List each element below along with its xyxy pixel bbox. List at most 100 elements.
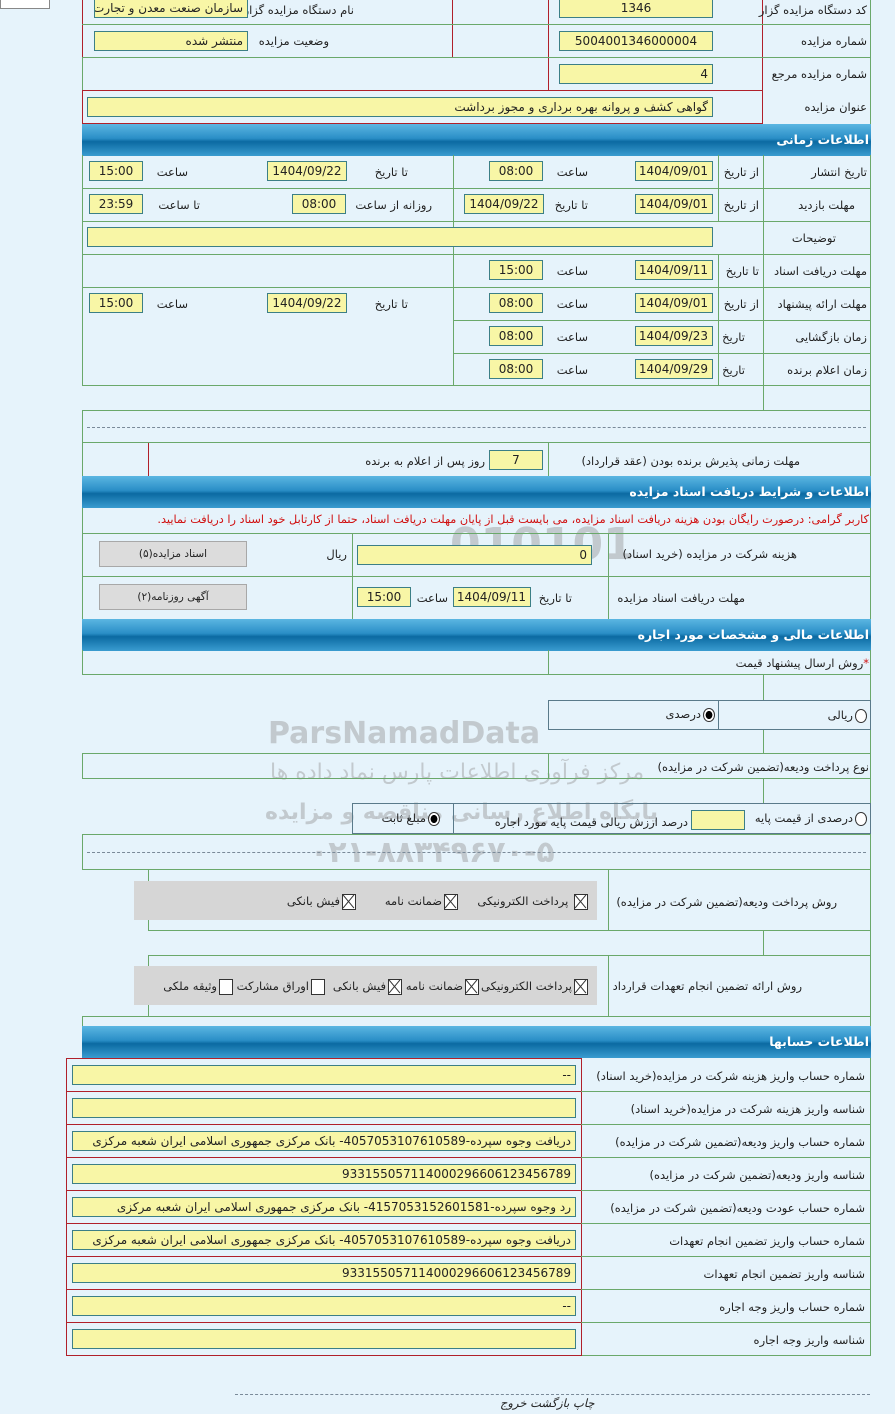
checkbox[interactable] (574, 978, 588, 995)
radio-label: درصدی (665, 707, 701, 721)
account-field[interactable]: دریافت وجوه سپرده-4057053107610589- بانک… (72, 1230, 576, 1250)
checkbox[interactable] (342, 893, 356, 910)
account-field[interactable]: -- (72, 1296, 576, 1316)
acceptance-days-field[interactable]: 7 (489, 450, 543, 470)
fee-label: هزینه شرکت در مزایده (خرید اسناد) (622, 547, 798, 561)
divider (763, 675, 764, 700)
doc-deadline-time[interactable]: 15:00 (489, 260, 543, 280)
docs-deadline-date[interactable]: 1404/09/11 (453, 587, 531, 607)
docs-deadline-time[interactable]: 15:00 (357, 587, 411, 607)
offer-from-date[interactable]: 1404/09/01 (635, 293, 713, 313)
divider (718, 254, 719, 386)
winner-date[interactable]: 1404/09/29 (635, 359, 713, 379)
guarantee-method[interactable]: ضمانت نامه (406, 976, 479, 996)
newspaper-ad-button[interactable]: آگهی روزنامه(۲) (99, 584, 247, 610)
section-header-docs: اطلاعات و شرایط دریافت اسناد مزایده (82, 476, 871, 508)
checkbox[interactable] (465, 978, 479, 995)
back-link[interactable]: بازگشت (530, 1396, 570, 1410)
percent-field[interactable] (691, 810, 745, 830)
divider (870, 779, 871, 803)
publish-to-time[interactable]: 15:00 (89, 161, 143, 181)
print-link[interactable]: چاپ (573, 1396, 595, 1410)
guarantee-method[interactable]: فیش بانکی (333, 976, 402, 996)
radio-button[interactable] (428, 811, 440, 826)
status-field[interactable]: منتشر شده (94, 31, 248, 51)
offer-to-time[interactable]: 15:00 (89, 293, 143, 313)
deposit-method-electronic[interactable]: پرداخت الکترونیکی (477, 891, 588, 911)
radio-percent[interactable]: درصدی (666, 704, 715, 724)
radio-fixed-amount[interactable]: مبلغ ثابت (382, 808, 440, 828)
visit-from-date[interactable]: 1404/09/01 (635, 194, 713, 214)
winner-time[interactable]: 08:00 (489, 359, 543, 379)
from-date-label: از تاریخ (723, 297, 759, 311)
radio-label: مبلغ ثابت (381, 811, 426, 825)
fee-field[interactable]: 0 (357, 545, 592, 565)
account-field[interactable]: دریافت وجوه سپرده-4057053107610589- بانک… (72, 1131, 576, 1151)
hour-label: ساعت (156, 297, 188, 311)
checkbox[interactable] (444, 893, 458, 910)
auction-docs-button[interactable]: اسناد مزایده(۵) (99, 541, 247, 567)
publish-to-date[interactable]: 1404/09/22 (267, 161, 347, 181)
guarantee-label: روش ارائه تضمین انجام تعهدات قرارداد (612, 979, 802, 993)
time-table (82, 155, 871, 386)
acceptance-label: مهلت زمانی پذیرش برنده بودن (عقد قرارداد… (581, 454, 800, 468)
hour-label: ساعت (556, 363, 588, 377)
radio-button[interactable] (855, 811, 867, 826)
deposit-method-bank-slip[interactable]: فیش بانکی (287, 891, 356, 911)
notes-label: توضیحات (791, 231, 836, 245)
hour-label: ساعت (156, 165, 188, 179)
radio-base-percent[interactable]: درصدی از قیمت پایه (755, 808, 867, 828)
hour-label: ساعت (556, 264, 588, 278)
account-field[interactable] (72, 1098, 576, 1118)
docs-deadline-label: مهلت دریافت اسناد مزایده (617, 591, 745, 605)
opening-time[interactable]: 08:00 (489, 326, 543, 346)
exit-link[interactable]: خروج (500, 1396, 527, 1410)
divider (870, 931, 871, 955)
account-field[interactable]: 933155057114000296606123456789 (72, 1263, 576, 1283)
checkbox[interactable] (388, 978, 402, 995)
opening-label: زمان بازگشایی (795, 330, 867, 344)
visit-to-time[interactable]: 23:59 (89, 194, 143, 214)
offer-method-text: روش ارسال پیشنهاد قیمت (735, 656, 864, 670)
doc-deadline-date[interactable]: 1404/09/11 (635, 260, 713, 280)
guarantee-method[interactable]: پرداخت الکترونیکی (481, 976, 588, 996)
visit-to-date[interactable]: 1404/09/22 (464, 194, 544, 214)
account-field[interactable] (72, 1329, 576, 1349)
auction-number-field[interactable]: 5004001346000004 (559, 31, 713, 51)
checkbox[interactable] (574, 893, 588, 910)
notes-field[interactable] (87, 227, 713, 247)
radio-rial[interactable]: ریالی (828, 705, 867, 725)
ref-number-field[interactable]: 4 (559, 64, 713, 84)
auction-title-field[interactable]: گواهی کشف و پروانه بهره برداری و مجوز بر… (87, 97, 713, 117)
radio-label: ریالی (827, 708, 853, 722)
account-field[interactable]: 933155057114000296606123456789 (72, 1164, 576, 1184)
publish-from-date[interactable]: 1404/09/01 (635, 161, 713, 181)
offer-to-date[interactable]: 1404/09/22 (267, 293, 347, 313)
guarantee-method[interactable]: وثیقه ملکی (163, 976, 233, 996)
deposit-method-label: روش پرداخت ودیعه(تضمین شرکت در مزایده) (616, 895, 837, 909)
checkbox[interactable] (311, 978, 325, 995)
opening-date[interactable]: 1404/09/23 (635, 326, 713, 346)
guarantee-methods-box (134, 966, 597, 1005)
account-field[interactable]: رد وجوه سپرده-4157053152601581- بانک مرک… (72, 1197, 576, 1217)
offer-from-time[interactable]: 08:00 (489, 293, 543, 313)
publish-from-time[interactable]: 08:00 (489, 161, 543, 181)
checkbox[interactable] (219, 978, 233, 995)
watermark-line2: پایگاه اطلاع رسانی مناقصه و مزایده (265, 800, 658, 825)
divider (82, 254, 871, 255)
deposit-method-guarantee[interactable]: ضمانت نامه (385, 891, 458, 911)
account-field[interactable]: -- (72, 1065, 576, 1085)
radio-button[interactable] (703, 707, 715, 722)
account-label: شناسه واریز هزینه شرکت در مزایده(خرید اس… (630, 1102, 865, 1116)
divider (870, 730, 871, 753)
visit-daily-from-time[interactable]: 08:00 (292, 194, 346, 214)
org-name-field[interactable]: سازمان صنعت معدن و تجارت (94, 0, 248, 18)
to-date-label: تا تاریخ (725, 264, 759, 278)
org-code-field[interactable]: 1346 (559, 0, 713, 18)
divider (718, 155, 719, 221)
guarantee-method[interactable]: اوراق مشارکت (237, 976, 325, 996)
divider (548, 753, 549, 779)
deposit-type-label: نوع پرداخت ودیعه(تضمین شرکت در مزایده) (657, 760, 869, 774)
radio-button[interactable] (855, 708, 867, 723)
